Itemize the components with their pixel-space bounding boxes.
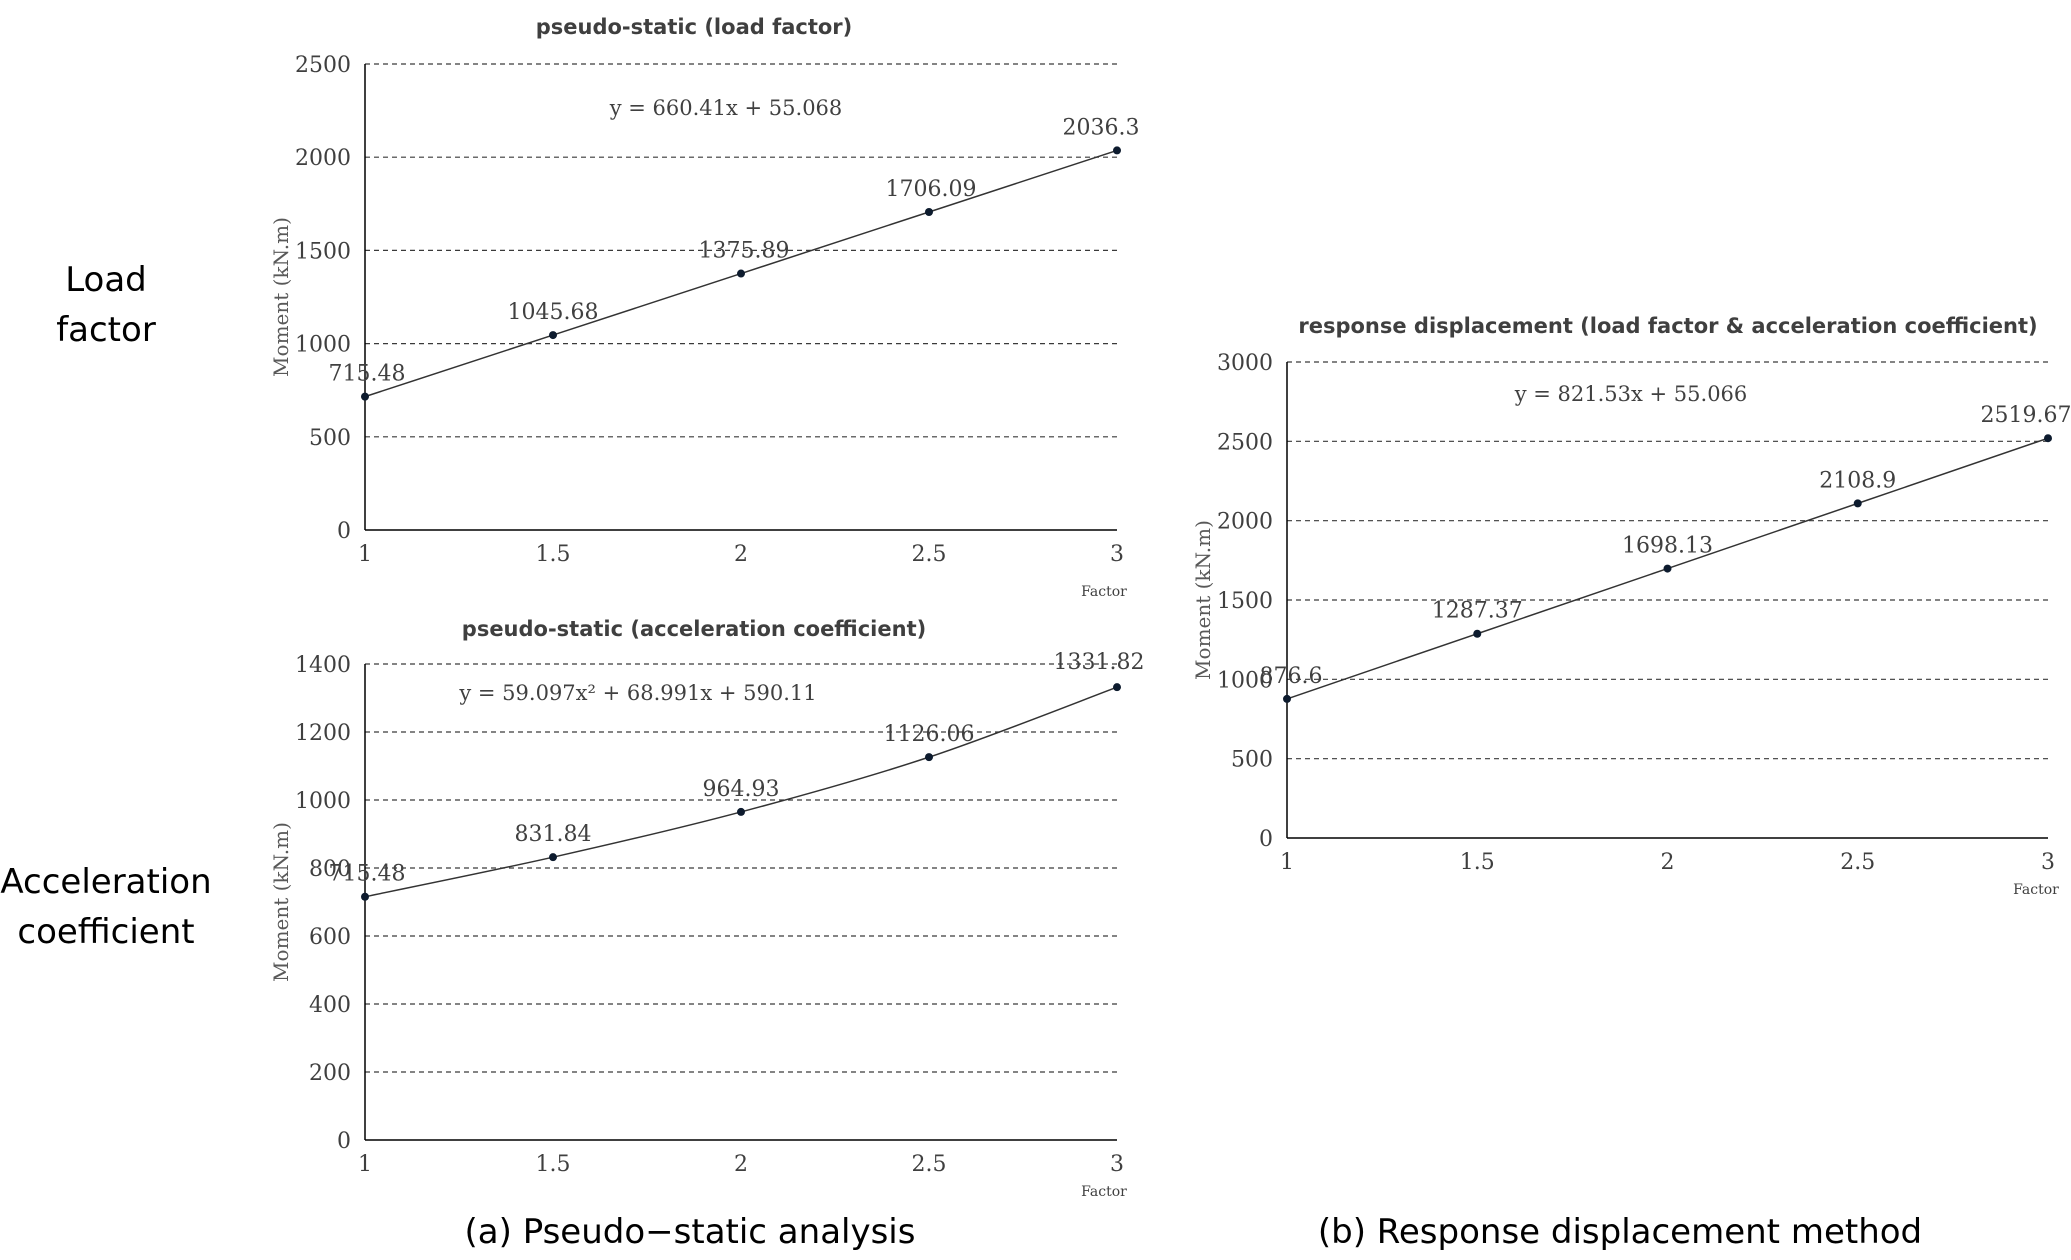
data-label: 876.6 — [1260, 664, 1323, 689]
y-tick-label: 400 — [309, 993, 351, 1018]
x-axis-title: Factor — [1081, 1184, 1127, 1200]
trendline-equation: y = 59.097x² + 68.991x + 590.11 — [458, 681, 816, 705]
data-label: 964.93 — [703, 777, 780, 802]
x-tick-label: 2 — [734, 1152, 748, 1177]
y-tick-label: 1000 — [1217, 668, 1273, 693]
data-label: 1126.06 — [884, 722, 975, 747]
x-axis-title: Factor — [2013, 882, 2059, 898]
row-label-load-line1: Load — [65, 260, 147, 300]
caption-b: (b) Response displacement method — [1318, 1212, 1922, 1252]
y-tick-label: 1000 — [295, 333, 351, 358]
y-tick-label: 500 — [309, 426, 351, 451]
data-label: 1045.68 — [508, 300, 599, 325]
data-point — [1853, 499, 1862, 508]
y-tick-label: 1000 — [295, 789, 351, 814]
y-tick-label: 1400 — [295, 653, 351, 678]
data-label: 1287.37 — [1432, 599, 1523, 624]
x-tick-label: 1.5 — [1460, 850, 1495, 875]
data-point — [549, 331, 557, 340]
x-tick-label: 1 — [1280, 850, 1294, 875]
chart-title: pseudo-static (acceleration coefficient) — [462, 617, 926, 641]
caption-a: (a) Pseudo−static analysis — [465, 1212, 916, 1252]
x-tick-label: 1.5 — [536, 542, 571, 567]
row-label-accel-line2: coefficient — [17, 912, 194, 952]
data-point — [1113, 146, 1121, 155]
y-tick-label: 1500 — [1217, 589, 1273, 614]
trendline-equation: y = 660.41x + 55.068 — [609, 96, 843, 120]
data-label: 2036.3 — [1063, 115, 1140, 140]
y-tick-label: 1200 — [295, 721, 351, 746]
x-tick-label: 2.5 — [1840, 850, 1875, 875]
data-label: 2108.9 — [1819, 468, 1896, 493]
x-tick-label: 2.5 — [912, 1152, 947, 1177]
row-label-accel-line1: Acceleration — [0, 862, 211, 902]
y-tick-label: 800 — [309, 857, 351, 882]
x-tick-label: 2 — [734, 542, 748, 567]
data-point — [549, 853, 557, 862]
y-tick-label: 0 — [337, 519, 351, 544]
y-axis-title: Moment (kN.m) — [269, 822, 293, 982]
y-tick-label: 600 — [309, 925, 351, 950]
data-point — [1473, 629, 1482, 638]
chart-load-factor: pseudo-static (load factor) 0 500 1000 1500 2… — [269, 15, 1139, 600]
data-point — [361, 392, 369, 401]
data-point — [1113, 683, 1121, 692]
data-point — [925, 753, 933, 762]
y-axis-title: Moment (kN.m) — [1191, 520, 1215, 680]
x-tick-label: 1.5 — [536, 1152, 571, 1177]
y-tick-label: 0 — [1259, 827, 1273, 852]
y-axis-title: Moment (kN.m) — [269, 217, 293, 377]
x-tick-label: 2 — [1661, 850, 1675, 875]
y-tick-label: 1500 — [295, 239, 351, 264]
x-tick-label: 3 — [2041, 850, 2055, 875]
data-point — [737, 807, 745, 816]
data-label: 1375.89 — [699, 239, 790, 264]
row-label-load-line2: factor — [56, 310, 156, 350]
y-tick-label: 2000 — [1217, 510, 1273, 535]
y-tick-label: 500 — [1231, 748, 1273, 773]
data-point — [361, 892, 369, 901]
data-point — [925, 207, 933, 216]
y-tick-label: 2500 — [295, 53, 351, 78]
chart-title: response displacement (load factor & acc… — [1298, 314, 2037, 338]
y-tick-label: 2500 — [1217, 430, 1273, 455]
x-tick-label: 3 — [1110, 1152, 1124, 1177]
x-tick-label: 2.5 — [912, 542, 947, 567]
data-point — [1283, 694, 1291, 703]
data-point — [737, 269, 745, 278]
data-label: 1331.82 — [1054, 650, 1145, 675]
x-tick-label: 1 — [358, 542, 372, 567]
x-tick-label: 1 — [358, 1152, 372, 1177]
data-label: 715.48 — [329, 362, 406, 387]
data-point — [1663, 564, 1672, 573]
y-tick-label: 0 — [337, 1129, 351, 1154]
data-label: 715.48 — [329, 862, 406, 887]
y-tick-label: 3000 — [1217, 351, 1273, 376]
chart-acceleration-coefficient: pseudo-static (acceleration coefficient)… — [269, 617, 1144, 1200]
chart-title: pseudo-static (load factor) — [536, 15, 853, 39]
data-point — [2044, 434, 2052, 443]
x-tick-label: 3 — [1110, 542, 1124, 567]
trendline-equation: y = 821.53x + 55.066 — [1514, 382, 1748, 406]
data-label: 1698.13 — [1622, 534, 1713, 559]
chart-response-displacement: response displacement (load factor & acc… — [1191, 314, 2071, 898]
data-label: 831.84 — [515, 822, 592, 847]
data-label: 1706.09 — [886, 177, 977, 202]
x-axis-title: Factor — [1081, 584, 1127, 600]
y-tick-label: 200 — [309, 1061, 351, 1086]
y-tick-label: 2000 — [295, 146, 351, 171]
data-label: 2519.67 — [1981, 403, 2071, 428]
